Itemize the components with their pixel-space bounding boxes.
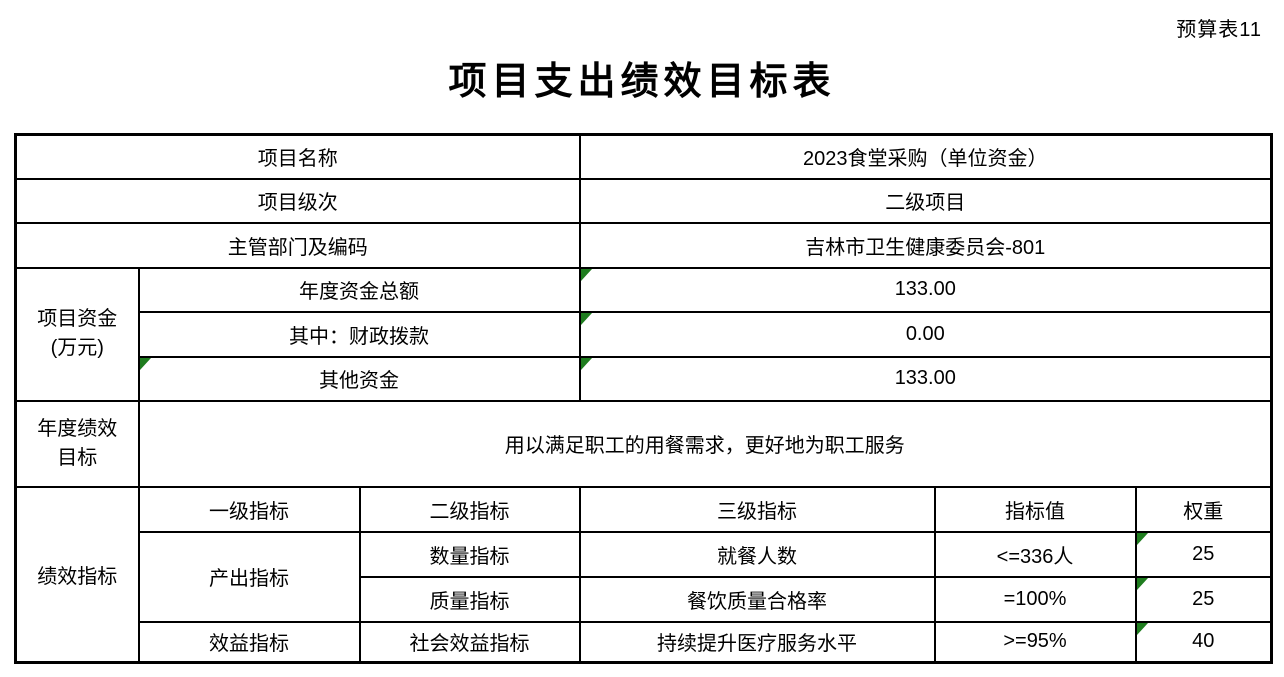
- indicator-level3-cell: 持续提升医疗服务水平: [578, 620, 936, 664]
- indicator-header-weight-cell: 权重: [1134, 485, 1273, 533]
- green-triangle-icon: [140, 358, 151, 370]
- indicator-level2-cell: 社会效益指标: [358, 620, 581, 664]
- indicator-target-cell: <=336人: [933, 530, 1137, 578]
- indicator-target-cell: =100%: [933, 575, 1137, 623]
- funds-other-value: 133.00: [894, 367, 956, 389]
- green-triangle-icon: [581, 269, 592, 281]
- department-value-cell: 吉林市卫生健康委员会-801: [578, 221, 1273, 269]
- project-level-label-cell: 项目级次: [14, 177, 581, 224]
- indicator-level2-cell: 数量指标: [358, 530, 581, 578]
- indicators-group-cell: 绩效指标: [14, 485, 140, 664]
- funds-other-value-cell: 133.00: [578, 355, 1273, 402]
- funds-fiscal-value-cell: 0.00: [578, 310, 1273, 358]
- indicator-target-cell: >=95%: [933, 620, 1137, 664]
- funds-fiscal-label-cell: 其中：财政拨款: [137, 310, 581, 358]
- green-triangle-icon: [581, 313, 592, 325]
- indicator-level1-cell: 产出指标: [137, 530, 361, 623]
- green-triangle-icon: [1137, 533, 1148, 545]
- indicator-weight-cell: 40: [1134, 620, 1273, 664]
- project-name-label-cell: 项目名称: [14, 133, 581, 180]
- indicator-header-target-cell: 指标值: [933, 485, 1137, 533]
- indicator-header-level3-cell: 三级指标: [578, 485, 936, 533]
- department-label-cell: 主管部门及编码: [14, 221, 581, 269]
- form-number-label: 预算表11: [1176, 19, 1262, 41]
- indicator-header-level1-cell: 一级指标: [137, 485, 361, 533]
- indicator-weight-cell: 25: [1134, 530, 1273, 578]
- project-level-value-cell: 二级项目: [578, 177, 1273, 224]
- page-title: 项目支出绩效目标表: [448, 61, 836, 103]
- funds-total-value-cell: 133.00: [578, 266, 1273, 313]
- indicator-header-level2-cell: 二级指标: [358, 485, 581, 533]
- indicator-weight-value: 25: [1192, 587, 1215, 610]
- funds-other-label-cell: 其他资金: [137, 355, 581, 402]
- annual-target-value-cell: 用以满足职工的用餐需求，更好地为职工服务: [137, 399, 1273, 488]
- green-triangle-icon: [581, 358, 592, 370]
- funds-fiscal-value: 0.00: [905, 322, 945, 345]
- performance-target-table: 项目名称 2023食堂采购（单位资金） 项目级次 二级项目 主管部门及编码 吉林…: [14, 133, 1274, 664]
- indicator-weight-cell: 25: [1134, 575, 1273, 623]
- indicator-level2-cell: 质量指标: [358, 575, 581, 623]
- green-triangle-icon: [1137, 578, 1148, 590]
- indicator-weight-value: 40: [1192, 630, 1215, 653]
- green-triangle-icon: [1137, 623, 1148, 635]
- indicator-level3-cell: 就餐人数: [578, 530, 936, 578]
- project-name-value-cell: 2023食堂采购（单位资金）: [578, 133, 1273, 180]
- indicator-weight-value: 25: [1192, 542, 1215, 565]
- funds-total-value: 133.00: [894, 278, 956, 300]
- indicator-level1-cell: 效益指标: [137, 620, 361, 664]
- funds-total-label-cell: 年度资金总额: [137, 266, 581, 313]
- annual-target-label-cell: 年度绩效 目标: [14, 399, 140, 488]
- funds-other-label: 其他资金: [319, 370, 400, 392]
- funds-group-cell: 项目资金 (万元): [14, 266, 140, 402]
- indicator-level3-cell: 餐饮质量合格率: [578, 575, 936, 623]
